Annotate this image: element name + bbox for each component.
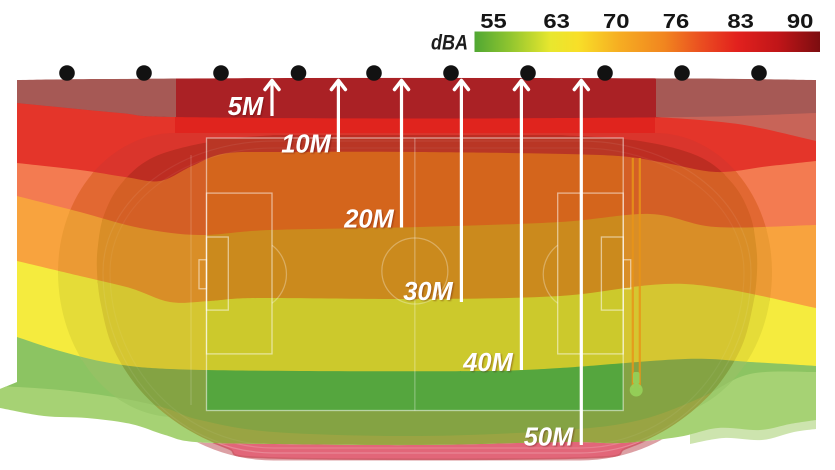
svg-text:5M: 5M xyxy=(228,93,264,121)
svg-text:10M: 10M xyxy=(281,131,331,159)
svg-text:90: 90 xyxy=(787,10,814,33)
svg-text:5M: 5M xyxy=(229,94,265,122)
svg-text:50M: 50M xyxy=(524,423,574,451)
svg-text:40M: 40M xyxy=(462,349,513,377)
svg-text:30M: 30M xyxy=(403,278,453,306)
svg-text:dBA: dBA xyxy=(431,32,468,55)
svg-text:55: 55 xyxy=(480,10,507,33)
svg-text:76: 76 xyxy=(663,10,690,33)
svg-text:20M: 20M xyxy=(343,206,394,234)
svg-text:10M: 10M xyxy=(282,132,332,160)
svg-text:83: 83 xyxy=(727,10,754,33)
svg-text:20M: 20M xyxy=(344,207,395,235)
svg-text:50M: 50M xyxy=(525,425,575,453)
svg-text:40M: 40M xyxy=(463,350,514,378)
svg-text:70: 70 xyxy=(603,10,630,33)
svg-text:63: 63 xyxy=(543,10,570,33)
svg-text:30M: 30M xyxy=(404,279,454,307)
